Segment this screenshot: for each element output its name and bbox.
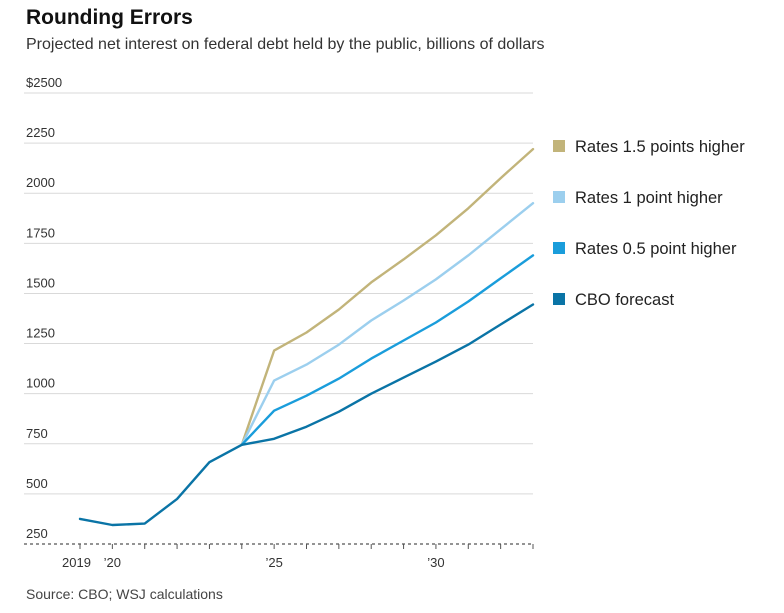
legend: Rates 1.5 points higher Rates 1 point hig… <box>553 138 745 309</box>
y-tick-label: 1750 <box>26 225 55 240</box>
legend-swatch <box>553 293 565 305</box>
legend-label: Rates 0.5 point higher <box>575 240 737 258</box>
chart-title: Rounding Errors <box>26 6 193 29</box>
series-line <box>78 303 535 527</box>
legend-swatch <box>553 140 565 152</box>
y-tick-label: 1500 <box>26 275 55 290</box>
y-tick-label: 1250 <box>26 326 55 341</box>
y-tick-label: 750 <box>26 426 48 441</box>
y-tick-label: 250 <box>26 526 48 541</box>
chart-subtitle: Projected net interest on federal debt h… <box>26 36 545 53</box>
series-line <box>240 254 535 446</box>
y-tick-label: 2000 <box>26 175 55 190</box>
y-tick-label: 1000 <box>26 376 55 391</box>
y-tick-label: 2250 <box>26 125 55 140</box>
series-lines <box>78 147 535 527</box>
y-tick-label: $2500 <box>26 75 62 90</box>
gridlines <box>24 92 533 545</box>
series-line <box>240 147 535 446</box>
legend-swatch <box>553 242 565 254</box>
y-axis-ticks: 250 500 750 1000 1250 1500 1750 2000 2250 $2500 <box>26 75 62 541</box>
legend-label: Rates 1.5 points higher <box>575 138 745 156</box>
legend-label: Rates 1 point higher <box>575 189 723 207</box>
x-axis-ticks: 2019 ’20 ’25 ’30 <box>62 544 534 570</box>
x-tick-label: 2019 <box>62 555 91 570</box>
source-note: Source: CBO; WSJ calculations <box>26 586 223 602</box>
x-tick-label: ’20 <box>104 555 121 570</box>
legend-label: CBO forecast <box>575 291 674 309</box>
y-tick-label: 500 <box>26 476 48 491</box>
series-line <box>240 201 535 446</box>
legend-swatch <box>553 191 565 203</box>
x-tick-label: ’25 <box>265 555 282 570</box>
x-tick-label: ’30 <box>427 555 444 570</box>
